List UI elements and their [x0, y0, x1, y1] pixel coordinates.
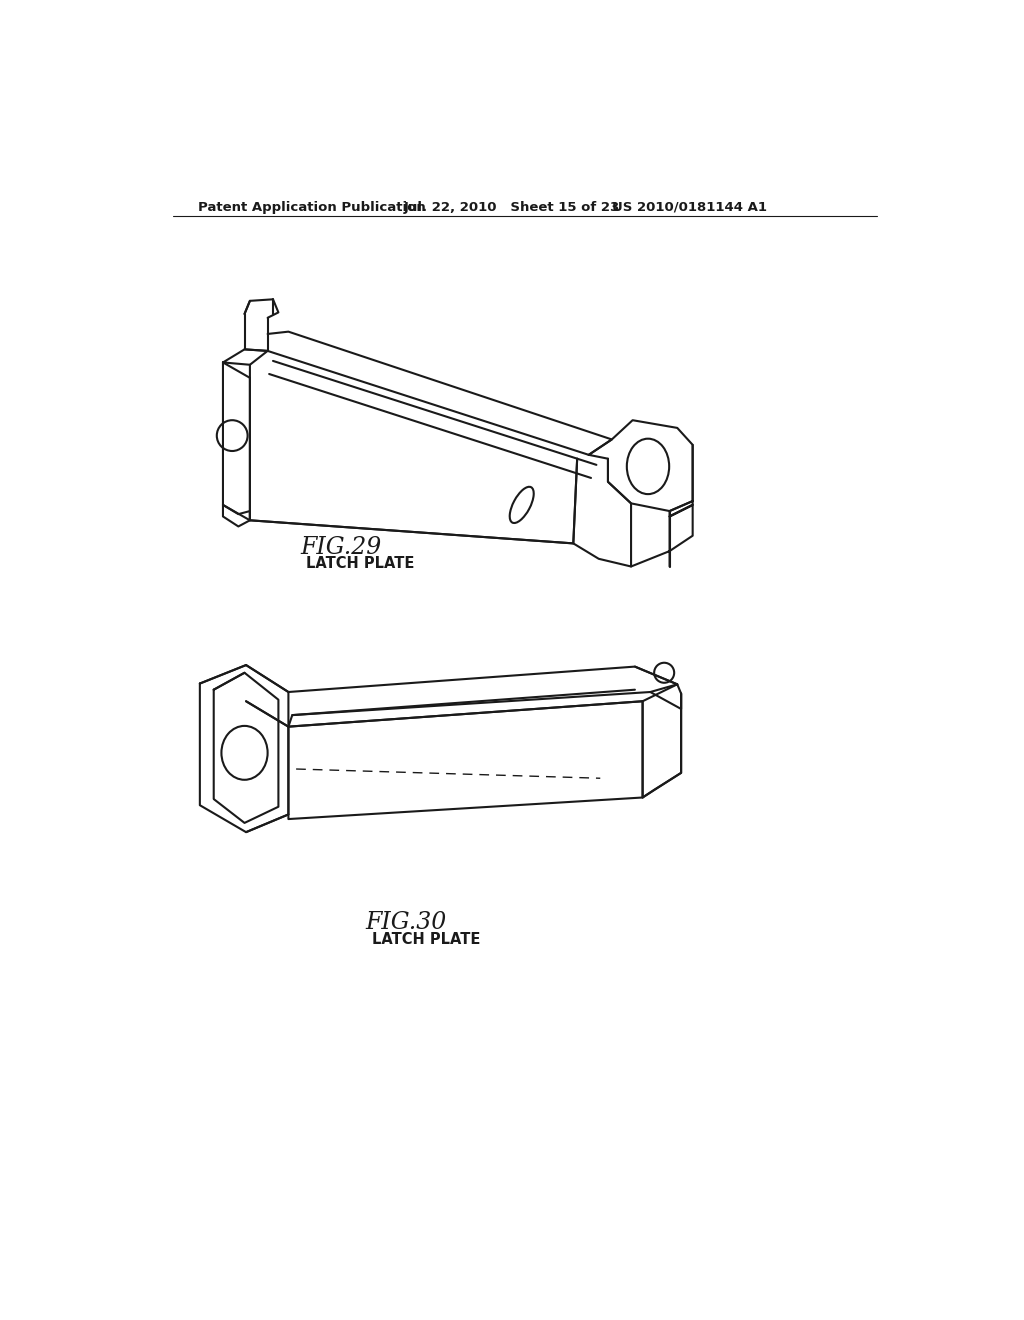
- Text: LATCH PLATE: LATCH PLATE: [372, 932, 480, 948]
- Text: Jul. 22, 2010   Sheet 15 of 23: Jul. 22, 2010 Sheet 15 of 23: [403, 201, 621, 214]
- Text: FIG.30: FIG.30: [366, 911, 446, 935]
- Text: US 2010/0181144 A1: US 2010/0181144 A1: [611, 201, 767, 214]
- Text: FIG.29: FIG.29: [300, 536, 381, 558]
- Text: LATCH PLATE: LATCH PLATE: [306, 557, 415, 572]
- Text: Patent Application Publication: Patent Application Publication: [199, 201, 426, 214]
